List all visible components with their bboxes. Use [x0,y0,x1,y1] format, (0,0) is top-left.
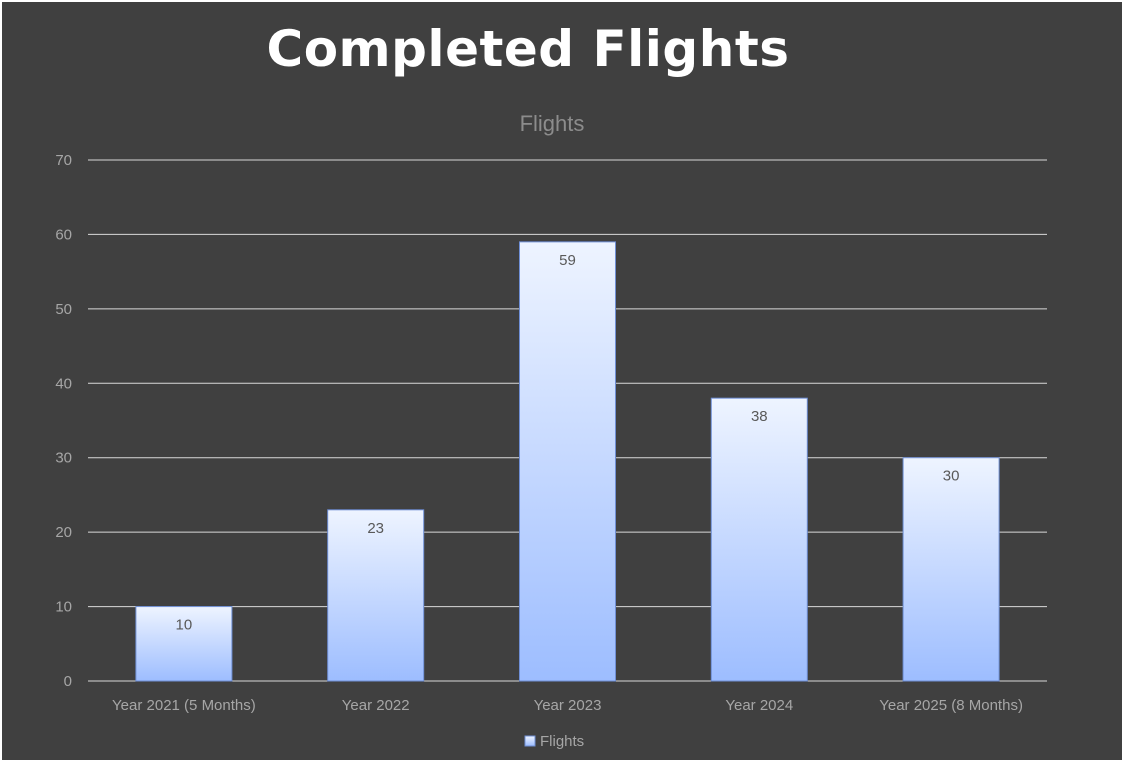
x-tick-label: Year 2022 [342,697,410,714]
x-axis-ticks: Year 2021 (5 Months) Year 2022 Year 2023 Ye… [112,697,1023,714]
data-label: 30 [943,468,960,485]
y-tick-label: 0 [64,673,72,690]
x-tick-label: Year 2025 (8 Months) [879,697,1023,714]
y-tick-label: 40 [55,375,72,392]
chart-title: Flights [520,111,585,136]
y-tick-label: 60 [55,226,72,243]
y-tick-label: 20 [55,524,72,541]
data-label: 59 [559,252,576,269]
bar [710,397,808,682]
data-label: 23 [367,520,384,537]
x-tick-label: Year 2023 [534,697,602,714]
data-label: 10 [176,617,193,634]
bars: 10 23 59 38 30 [135,241,1000,682]
bar [135,606,233,682]
legend-swatch [524,735,536,747]
y-tick-label: 50 [55,301,72,318]
page-title: Completed Flights [266,20,790,78]
bar [902,457,1000,682]
y-tick-label: 30 [55,450,72,467]
legend-label: Flights [540,733,584,750]
x-tick-label: Year 2024 [725,697,793,714]
legend: Flights [524,733,584,750]
y-axis-ticks: 0 10 20 30 40 50 60 70 [55,152,72,690]
x-tick-label: Year 2021 (5 Months) [112,697,256,714]
bar [327,509,425,682]
y-tick-label: 70 [55,152,72,169]
data-label: 38 [751,408,768,425]
bar [519,241,616,682]
y-tick-label: 10 [55,599,72,616]
